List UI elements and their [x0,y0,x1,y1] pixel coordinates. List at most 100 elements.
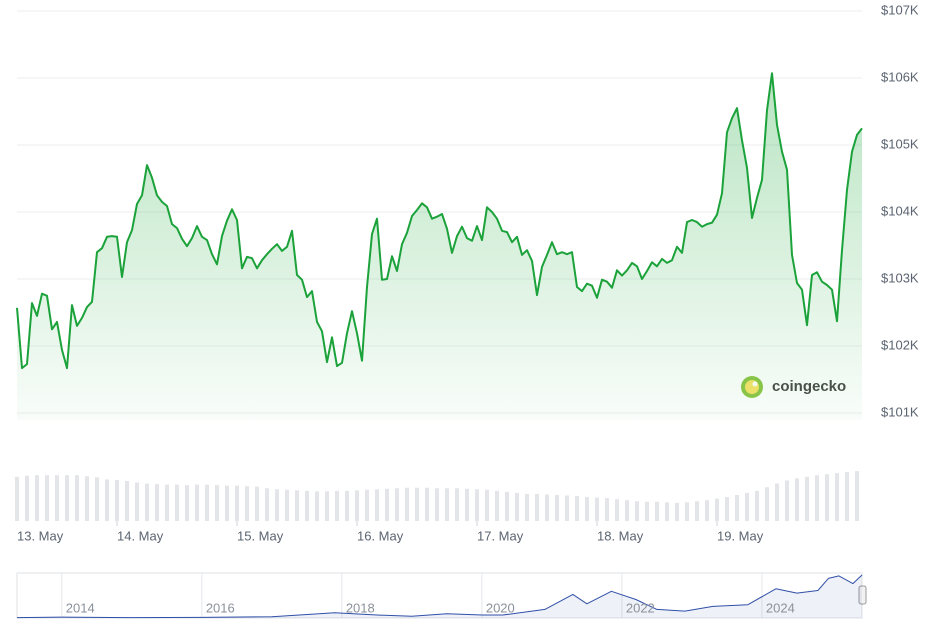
volume-bar [135,482,139,521]
y-tick-label: $104K [881,203,919,218]
volume-bar [285,489,289,521]
volume-bar [725,497,729,521]
volume-bar [75,475,79,521]
volume-bar [795,478,799,521]
volume-bar [745,492,749,521]
price-line [16,72,863,370]
y-tick-label: $107K [881,2,919,17]
volume-bar [625,500,629,521]
volume-bar [465,488,469,521]
volume-bar [835,473,839,521]
volume-bar [765,487,769,521]
volume-bar [615,499,619,521]
volume-bar [815,475,819,521]
price-line [16,574,863,619]
volume-bar [155,484,159,521]
volume-bar [595,497,599,521]
volume-bar [245,486,249,521]
nav-year-label: 2014 [66,600,95,615]
volume-bar [65,475,69,521]
volume-bar [85,476,89,521]
volume-bar [335,490,339,521]
y-tick-label: $106K [881,69,919,84]
y-tick-label: $105K [881,136,919,151]
volume-bar [115,479,119,521]
volume-bar [45,475,49,521]
volume-bar [555,495,559,521]
volume-bar [255,486,259,521]
nav-year-label: 2016 [206,600,235,615]
volume-bar [495,490,499,521]
y-tick-label: $102K [881,337,919,352]
volume-bar [535,493,539,521]
volume-bar [475,489,479,521]
x-tick-label: 13. May [17,528,64,543]
volume-bar [235,485,239,521]
volume-bar [385,488,389,521]
volume [15,471,859,521]
volume-bar [655,501,659,521]
x-tick-label: 14. May [117,528,164,543]
volume-bar [425,487,429,521]
volume-bar [525,493,529,521]
volume-bar [215,485,219,521]
volume-bar [695,501,699,521]
volume-bar [265,488,269,521]
x-tick-label: 18. May [597,528,644,543]
volume-bar [55,475,59,521]
volume-bar [825,474,829,521]
volume-bar [645,501,649,521]
volume-bar [435,488,439,521]
volume-bar [545,494,549,521]
volume-bar [35,475,39,521]
volume-bar [855,471,859,521]
volume-bar [455,488,459,521]
volume-bar [665,502,669,521]
volume-bar [365,489,369,521]
volume-bar [775,483,779,521]
volume-bar [585,497,589,521]
volume-bar [225,485,229,521]
volume-bar [755,490,759,521]
volume-bar [395,488,399,521]
volume-bar [15,476,19,521]
volume-bar [515,492,519,521]
volume-bar [405,487,409,521]
volume-bar [565,495,569,521]
volume-bar [185,485,189,521]
navigator-handle [858,585,867,605]
volume-bar [575,496,579,521]
volume-bar [505,491,509,521]
volume-bar [735,495,739,521]
labels: $101K $102K $103K $104K $105K $106K $107K 13. M… [17,2,919,615]
volume-bar [715,498,719,521]
volume-bar [205,484,209,521]
x-tick-label: 15. May [237,528,284,543]
volume-bar [145,483,149,521]
volume-bar [785,480,789,521]
x-tick-label: 19. May [717,528,764,543]
volume-bar [105,479,109,521]
volume-bar [375,489,379,521]
volume-bar [275,489,279,521]
volume-bar [805,476,809,521]
y-tick-label: $101K [881,404,919,419]
volume-bar [25,475,29,521]
nav-year-label: 2018 [346,600,375,615]
volume-bar [675,502,679,521]
volume-bar [175,484,179,521]
volume-bar [845,472,849,521]
volume-bar [355,490,359,521]
volume-bar [325,491,329,521]
volume-bar [445,488,449,521]
volume-bar [485,489,489,521]
volume-bar [415,487,419,521]
volume-bar [705,500,709,521]
volume-bar [305,490,309,521]
nav-year-label: 2024 [766,600,795,615]
volume-bar [125,480,129,521]
y-tick-label: $103K [881,270,919,285]
volume-bar [635,501,639,521]
volume-bar [295,490,299,521]
